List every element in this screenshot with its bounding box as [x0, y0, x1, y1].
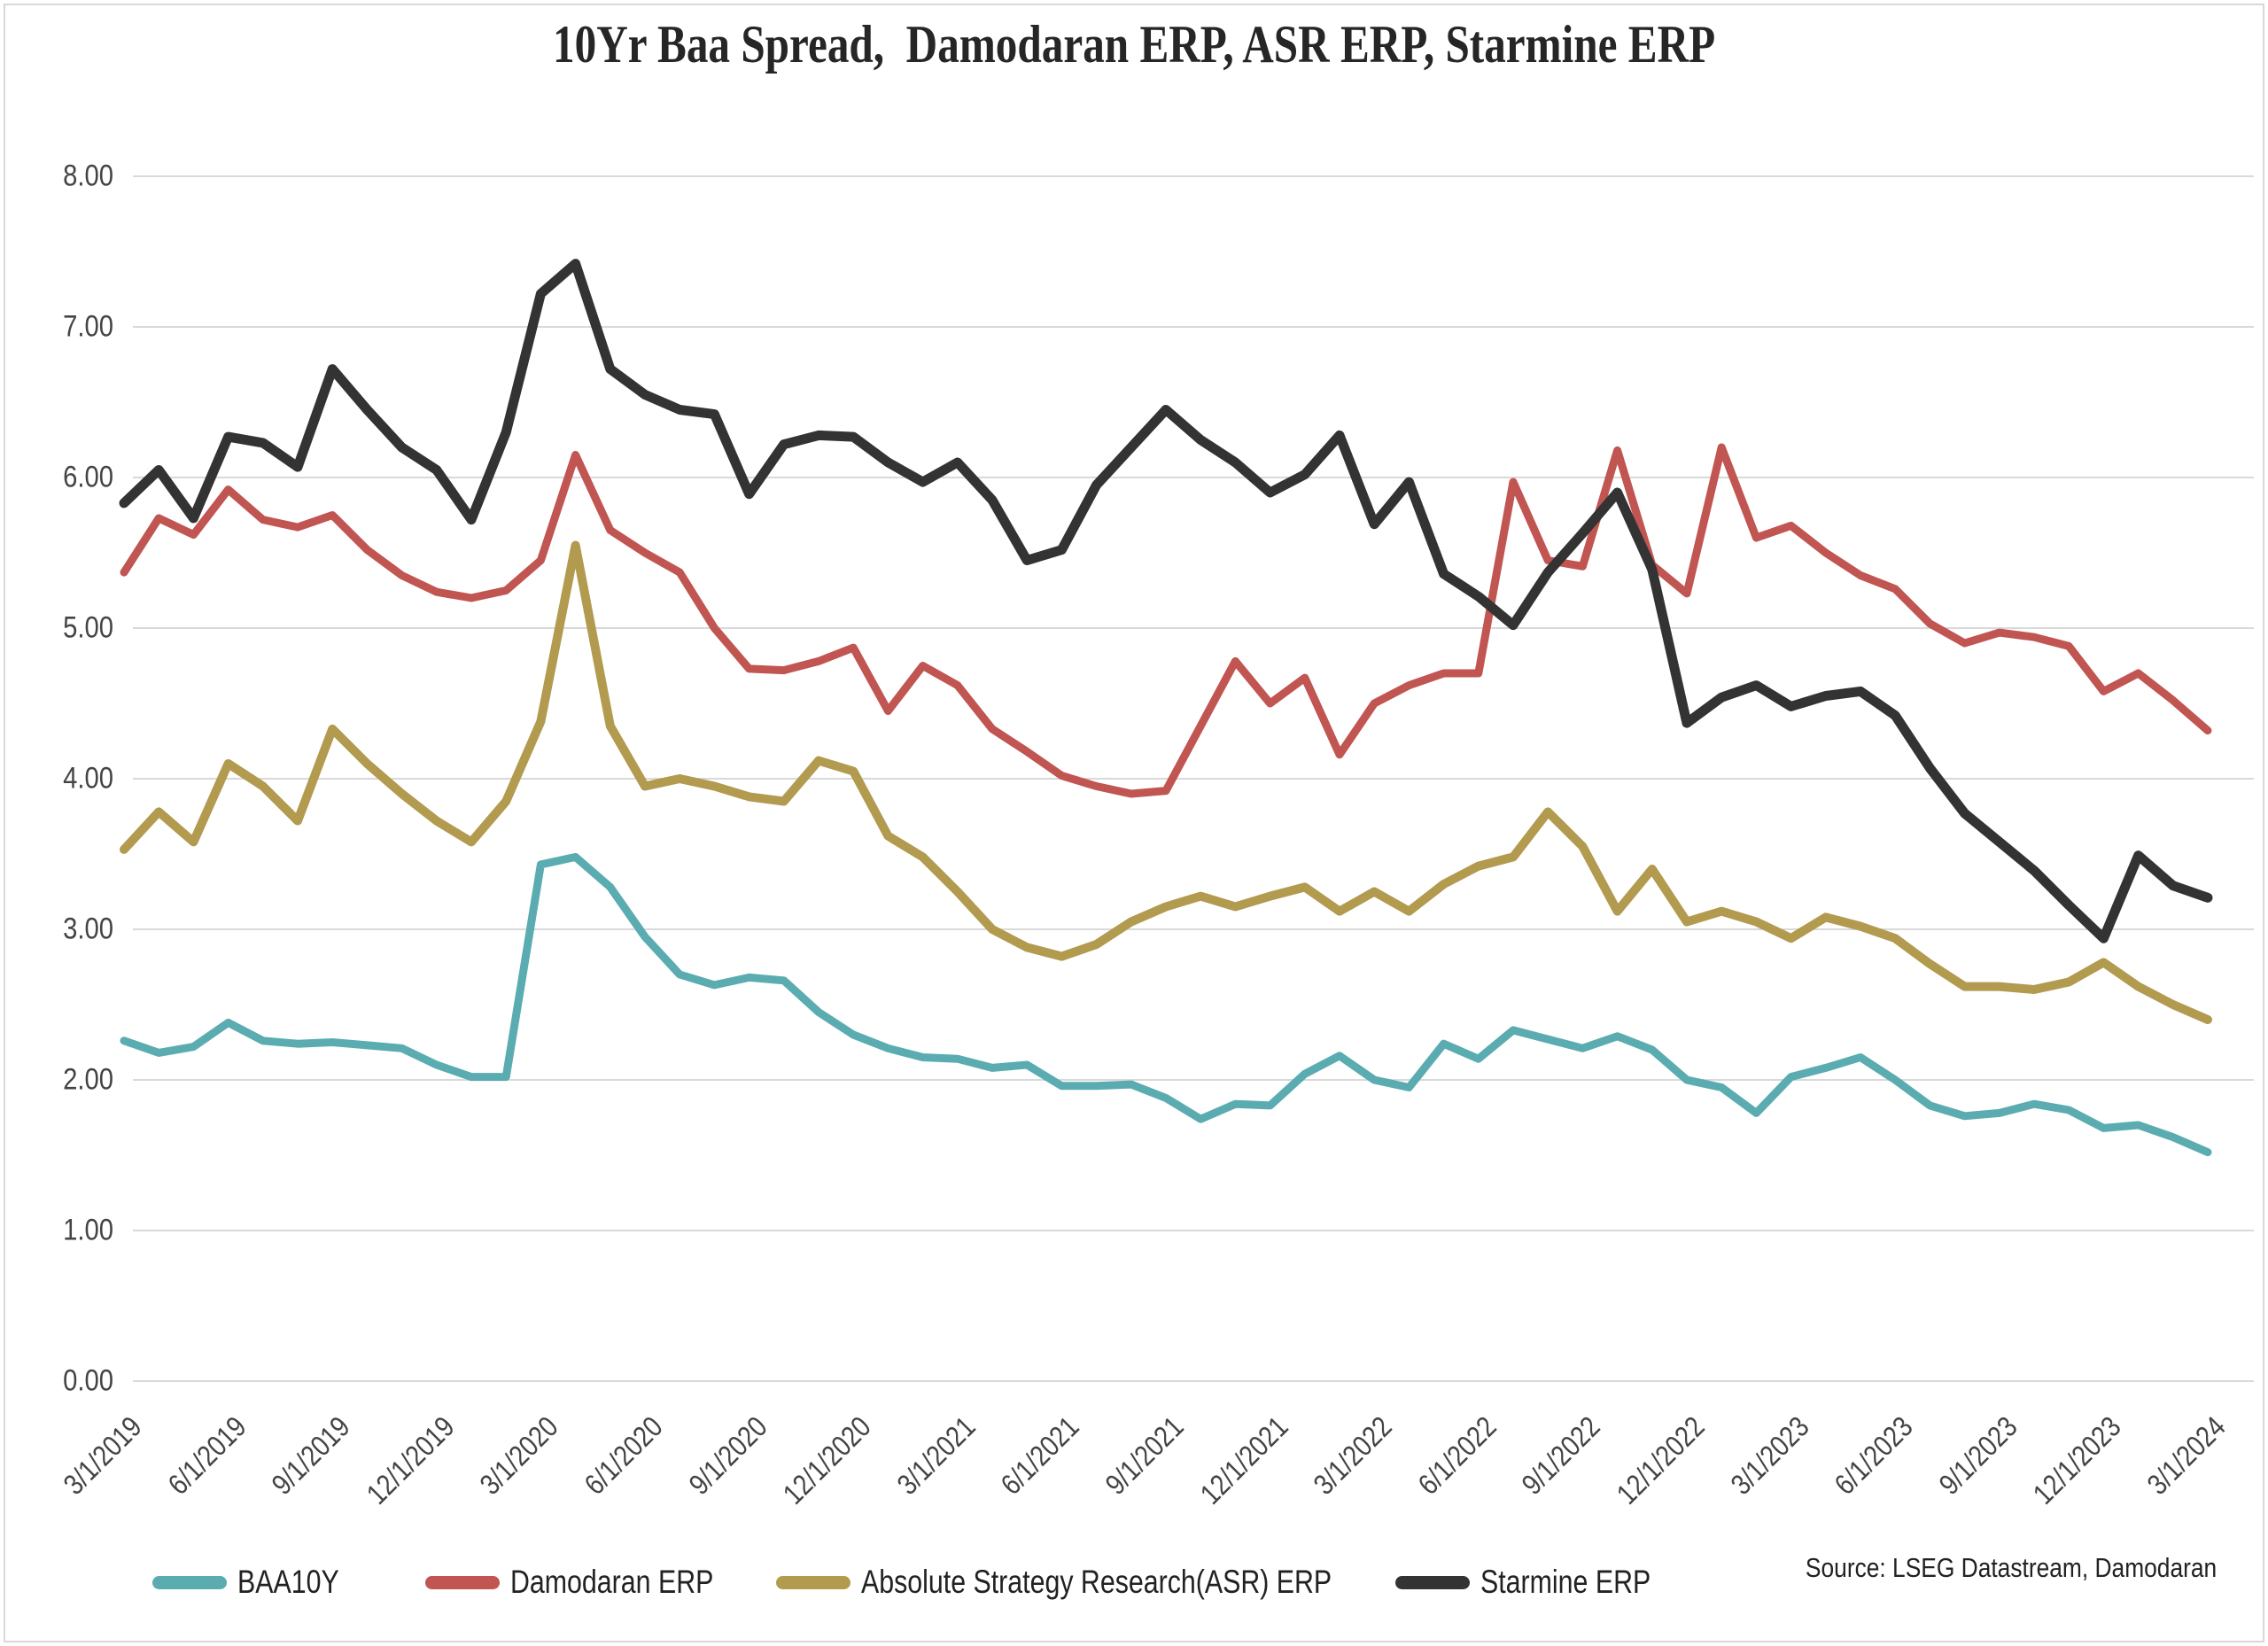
legend-item-asr-erp: Absolute Strategy Research(ASR) ERP [776, 1561, 1435, 1603]
legend-label-baa10y: BAA10Y [237, 1564, 339, 1600]
asr-erp-line-swatch-icon [776, 1575, 850, 1589]
legend-label-asr-erp: Absolute Strategy Research(ASR) ERP [861, 1564, 1332, 1600]
damodaran-erp-line-swatch-icon [425, 1575, 500, 1589]
legend-item-starmine-erp: Starmine ERP [1395, 1561, 1688, 1603]
chart-border-frame [4, 4, 2264, 1642]
legend-item-damodaran-erp: Damodaran ERP [425, 1561, 758, 1603]
y-axis-label-5.00: 5.00 [63, 610, 113, 645]
y-axis-label-1.00: 1.00 [63, 1213, 113, 1247]
y-axis-label-8.00: 8.00 [63, 159, 113, 193]
chart-legend: BAA10Y Damodaran ERP Absolute Strategy R… [0, 1561, 2268, 1614]
y-axis-label-2.00: 2.00 [63, 1062, 113, 1097]
series-line-damodaran-erp [120, 443, 2212, 798]
y-axis-label-6.00: 6.00 [63, 460, 113, 494]
series-line-starmine-erp [119, 259, 2213, 943]
legend-label-starmine-erp: Starmine ERP [1480, 1564, 1651, 1600]
series-line-baa10y [120, 852, 2212, 1157]
starmine-erp-line-swatch-icon [1395, 1575, 1470, 1589]
chart-title: 10Yr Baa Spread, Damodaran ERP, ASR ERP,… [0, 14, 2268, 75]
legend-label-damodaran-erp: Damodaran ERP [510, 1564, 714, 1600]
y-axis-label-0.00: 0.00 [63, 1363, 113, 1398]
chart-title-text: 10Yr Baa Spread, Damodaran ERP, ASR ERP,… [552, 15, 1716, 74]
y-axis-label-3.00: 3.00 [63, 912, 113, 946]
source-note: Source: LSEG Datastream, Damodaran [1805, 1552, 2217, 1583]
y-axis-label-7.00: 7.00 [63, 309, 113, 344]
legend-item-baa10y: BAA10Y [152, 1561, 361, 1603]
series-line-absolute-strategy-research-asr-erp [120, 540, 2212, 1024]
y-axis-label-4.00: 4.00 [63, 761, 113, 796]
baa10y-line-swatch-icon [152, 1575, 227, 1589]
